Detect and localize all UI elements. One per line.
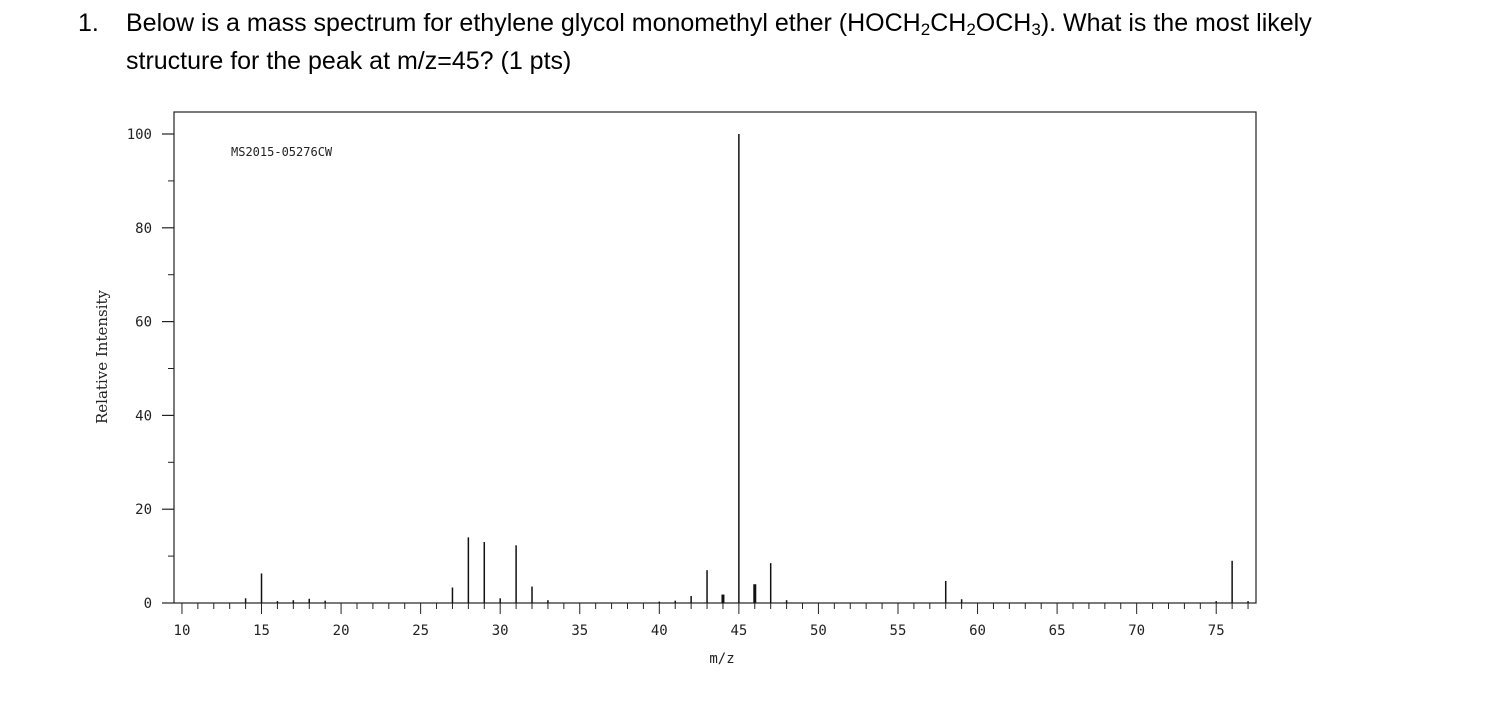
x-tick-label: 40 (651, 623, 668, 639)
y-tick-label: 0 (144, 596, 152, 612)
y-tick-label: 80 (135, 221, 152, 237)
formula-part-och: OCH (975, 9, 1032, 37)
y-tick-label: 100 (127, 127, 152, 143)
question-number: 1. (78, 9, 99, 37)
y-tick-label: 60 (135, 315, 152, 331)
x-tick-label: 75 (1208, 623, 1225, 639)
formula-subscript-3: 3 (1031, 20, 1041, 39)
formula-part-ch: CH (930, 9, 967, 37)
question-line-1: Below is a mass spectrum for ethylene gl… (126, 4, 1466, 42)
spectrum-peaks (244, 134, 1249, 603)
x-tick-label: 70 (1128, 623, 1145, 639)
question-line-2: structure for the peak at m/z=45? (1 pts… (126, 47, 572, 75)
x-tick-label: 65 (1049, 623, 1066, 639)
x-axis-label: m/z (709, 651, 734, 667)
x-tick-label: 10 (174, 623, 191, 639)
y-axis-label: Relative Intensity (93, 289, 111, 424)
plot-frame (173, 111, 1257, 604)
chart-title: MS2015-05276CW (231, 145, 333, 159)
y-tick-label: 20 (135, 502, 152, 518)
axis-labels: 0 20 40 60 80 100 10 15 20 25 30 35 40 45 50 55 60 65 70 75 (127, 127, 1225, 639)
x-tick-label: 15 (253, 623, 270, 639)
question-line-1-post: ). What is the most likely (1040, 9, 1312, 37)
axis-ticks (162, 133, 1249, 614)
x-tick-label: 20 (333, 623, 350, 639)
x-tick-label: 45 (730, 623, 747, 639)
x-tick-label: 25 (412, 623, 429, 639)
question-text: Below is a mass spectrum for ethylene gl… (126, 4, 1466, 80)
x-tick-label: 55 (890, 623, 907, 639)
x-tick-label: 30 (492, 623, 509, 639)
x-tick-label: 50 (810, 623, 827, 639)
x-tick-label: 35 (571, 623, 588, 639)
y-tick-label: 40 (135, 408, 152, 424)
formula-subscript-1: 2 (920, 20, 931, 39)
formula-subscript-2: 2 (966, 20, 976, 39)
question-line-1-pre: Below is a mass spectrum for ethylene gl… (126, 9, 921, 37)
x-tick-label: 60 (969, 623, 986, 639)
